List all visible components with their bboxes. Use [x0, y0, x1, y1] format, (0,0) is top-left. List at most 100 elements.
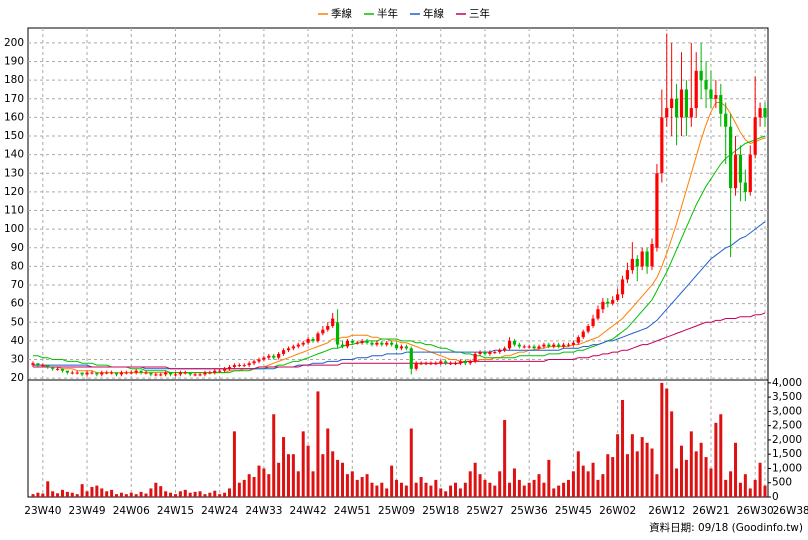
volume-bar	[154, 482, 158, 497]
y-tick-label: 150	[4, 130, 24, 142]
volume-bar	[434, 479, 438, 497]
y-tick-label: 80	[11, 260, 24, 272]
candle-body	[650, 244, 654, 267]
candle-body	[31, 363, 35, 366]
candle-body	[222, 368, 227, 371]
volume-bar	[345, 474, 349, 497]
candle-body	[655, 173, 659, 248]
candle-body	[414, 363, 418, 369]
candle-body	[684, 89, 688, 118]
y2-tick-label: 2,500	[772, 420, 802, 432]
volume-bar	[169, 492, 173, 497]
volume-bar	[80, 484, 84, 497]
candle-body	[360, 340, 364, 343]
volume-bar	[508, 482, 512, 497]
volume-bar	[286, 454, 290, 497]
volume-bar	[95, 485, 99, 497]
candle-body	[493, 352, 497, 354]
volume-bar	[139, 491, 143, 497]
volume-bar	[493, 485, 497, 497]
volume-bar	[512, 468, 516, 497]
candle-body	[237, 365, 241, 367]
volume-bar	[237, 482, 241, 497]
volume-bar	[75, 494, 79, 497]
volume-bar	[606, 454, 610, 497]
volume-bar	[547, 459, 551, 497]
candle-body	[139, 370, 143, 373]
candle-body	[159, 374, 163, 376]
volume-bar	[119, 492, 123, 497]
candle-body	[547, 344, 551, 347]
candle-body	[674, 98, 679, 118]
y-tick-label: 140	[4, 149, 24, 161]
candle-body	[355, 342, 359, 344]
volume-bar	[316, 391, 320, 497]
volume-bar	[650, 448, 654, 497]
candle-body	[345, 340, 350, 347]
candle-body	[635, 258, 639, 267]
volume-bar	[228, 488, 232, 497]
volume-bar	[321, 454, 325, 497]
candle-body	[758, 108, 762, 118]
candle-body	[591, 318, 595, 326]
candle-body	[331, 318, 335, 326]
volume-bar	[257, 465, 261, 497]
volume-bar	[208, 492, 212, 497]
candle-body	[507, 340, 512, 349]
candle-body	[291, 346, 295, 349]
candle-body	[625, 270, 630, 280]
volume-bar	[149, 488, 153, 497]
candle-body	[51, 366, 55, 369]
volume-bar	[242, 479, 246, 497]
x-tick-label: 25W18	[422, 505, 459, 517]
y2-tick-label: 3,000	[772, 405, 802, 417]
volume-bar	[557, 485, 561, 497]
candle-body	[198, 374, 202, 376]
candle-body	[340, 344, 345, 347]
y-tick-label: 70	[11, 279, 24, 291]
candle-body	[105, 372, 109, 374]
volume-bar	[591, 462, 595, 497]
candle-body	[385, 342, 389, 345]
volume-bar	[360, 477, 364, 497]
candle-body	[394, 344, 399, 349]
candle-body	[335, 322, 340, 345]
volume-bar	[282, 437, 286, 497]
volume-bar	[630, 434, 634, 497]
volume-bar	[65, 491, 69, 497]
y-tick-label: 40	[11, 335, 24, 347]
candle-body	[424, 363, 428, 365]
volume-bar	[70, 492, 74, 497]
plot-frame	[27, 27, 769, 498]
volume-bar	[218, 494, 222, 497]
volume-bar	[291, 454, 295, 497]
candle-body	[660, 117, 664, 174]
ma-line	[33, 135, 766, 374]
candle-body	[689, 108, 693, 118]
y-tick-label: 130	[4, 167, 24, 179]
candle-body	[350, 340, 354, 343]
volume-bar	[625, 454, 629, 497]
candle-body	[738, 154, 743, 183]
candle-body	[743, 182, 747, 192]
y-tick-label: 20	[11, 372, 24, 384]
volume-bar	[734, 442, 738, 497]
candle-body	[458, 361, 463, 364]
volume-bar	[213, 490, 217, 497]
volume-bar	[719, 414, 723, 497]
candle-body	[119, 372, 124, 375]
volume-bar	[758, 462, 762, 497]
ma-line	[33, 312, 766, 370]
candle-body	[439, 361, 443, 364]
volume-bar	[453, 482, 457, 497]
candle-body	[100, 372, 104, 375]
candle-body	[399, 346, 404, 349]
volume-bar	[753, 479, 757, 497]
candle-body	[247, 363, 251, 366]
volume-bar	[375, 485, 379, 497]
volume-bar	[503, 419, 507, 497]
candle-body	[326, 325, 330, 330]
volume-bar	[738, 482, 742, 497]
candle-body	[448, 363, 453, 365]
